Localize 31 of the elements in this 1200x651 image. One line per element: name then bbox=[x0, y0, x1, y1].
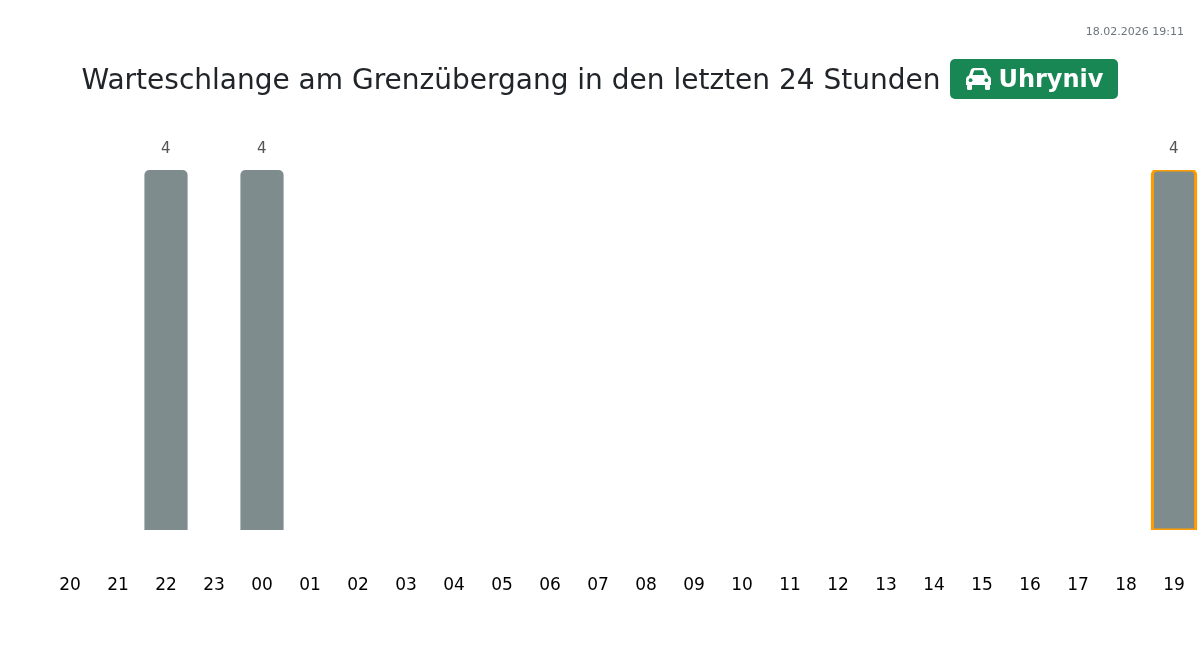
chart-subtitle: Uhryniv bbox=[998, 65, 1104, 93]
x-tick-label: 00 bbox=[251, 574, 273, 594]
x-tick-label: 04 bbox=[443, 574, 465, 594]
x-tick-label: 20 bbox=[59, 574, 81, 594]
data-label: 4 bbox=[1169, 139, 1179, 157]
x-tick-label: 15 bbox=[971, 574, 993, 594]
x-tick-label: 16 bbox=[1019, 574, 1041, 594]
x-tick-label: 22 bbox=[155, 574, 177, 594]
x-tick-label: 10 bbox=[731, 574, 753, 594]
x-tick-label: 09 bbox=[683, 574, 705, 594]
x-tick-label: 23 bbox=[203, 574, 225, 594]
text: 18.02.2026 19:11 bbox=[1085, 25, 1184, 38]
x-tick-label: 07 bbox=[587, 574, 609, 594]
x-tick-label: 21 bbox=[107, 574, 129, 594]
x-tick-label: 02 bbox=[347, 574, 369, 594]
place-badge: Uhryniv bbox=[950, 59, 1119, 99]
x-tick-label: 08 bbox=[635, 574, 657, 594]
x-tick-label: 11 bbox=[779, 574, 801, 594]
x-tick-label: 19 bbox=[1163, 574, 1185, 594]
data-label: 4 bbox=[257, 139, 267, 157]
x-tick-label: 14 bbox=[923, 574, 945, 594]
x-tick-label: 05 bbox=[491, 574, 513, 594]
x-tick-label: 06 bbox=[539, 574, 561, 594]
x-tick-label: 01 bbox=[299, 574, 321, 594]
x-tick-label: 12 bbox=[827, 574, 849, 594]
x-tick-label: 03 bbox=[395, 574, 417, 594]
x-tick-label: 17 bbox=[1067, 574, 1089, 594]
chart-title: Warteschlange am Grenzübergang in den letzten 24 Stunden bbox=[81, 62, 941, 96]
x-tick-label: 13 bbox=[875, 574, 897, 594]
data-label: 4 bbox=[161, 139, 171, 157]
x-tick-label: 18 bbox=[1115, 574, 1137, 594]
